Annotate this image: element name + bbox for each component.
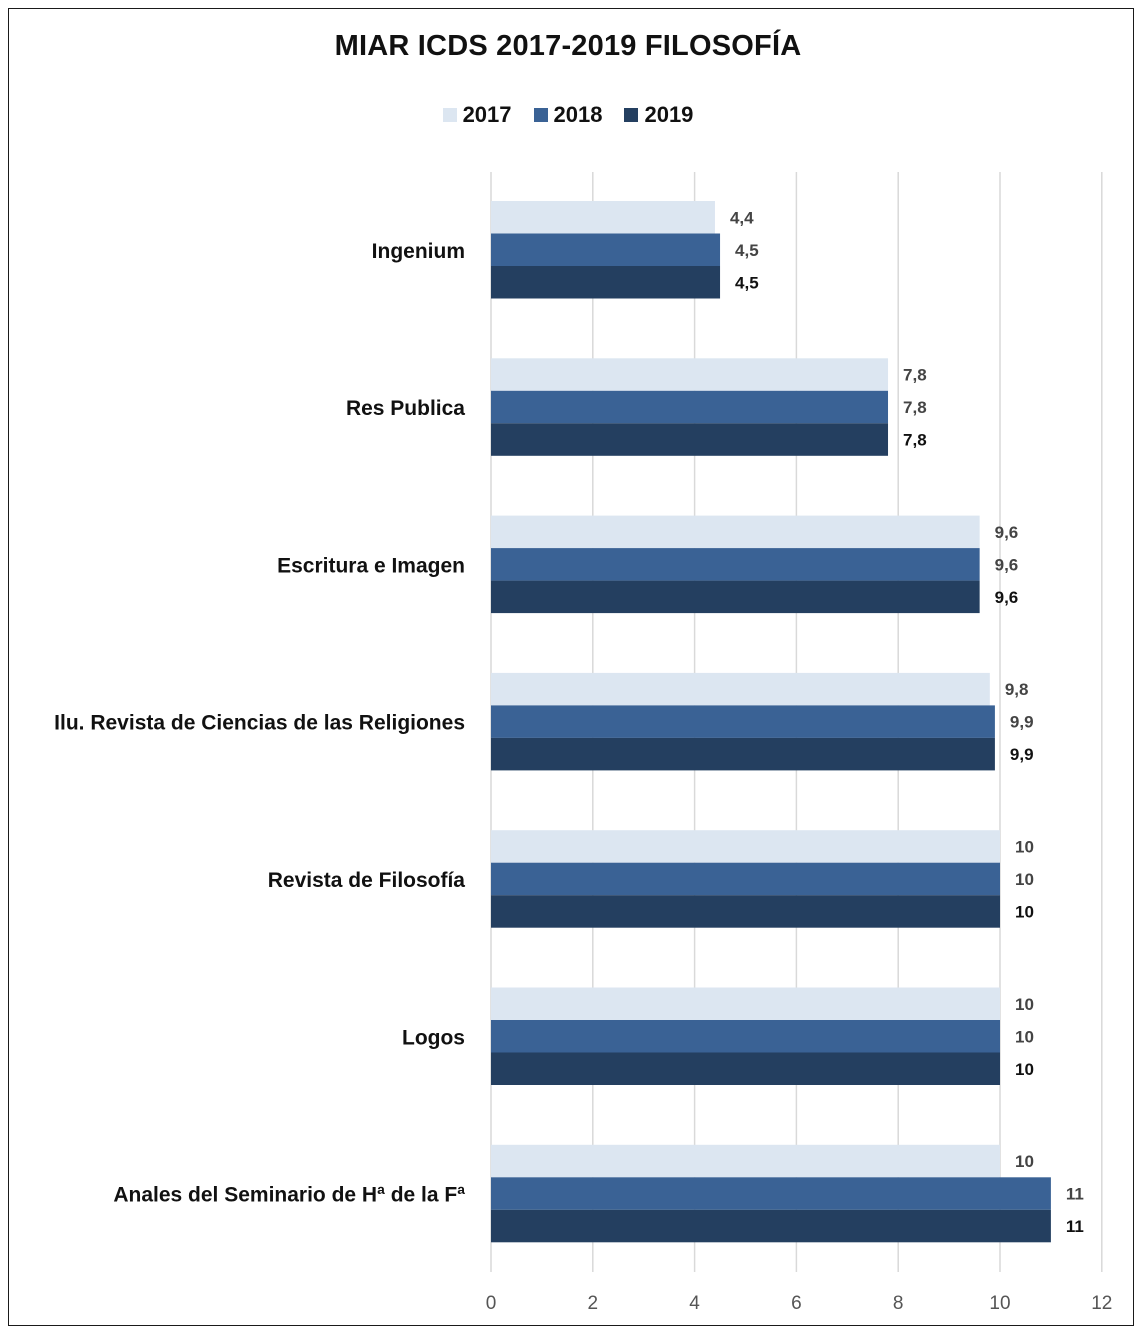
category-label: Res Publica [346,397,465,420]
bar-2018 [491,233,721,266]
bar-2017 [491,358,889,391]
bar-2019 [491,895,1000,928]
legend-label: 2019 [644,102,694,127]
value-label: 9,9 [1010,713,1034,732]
value-label: 10 [1015,1152,1034,1171]
legend-swatch [442,108,457,122]
value-label: 7,8 [903,431,927,450]
value-label: 10 [1015,1060,1034,1079]
x-tick-label: 0 [486,1293,497,1314]
x-tick-label: 8 [893,1293,904,1314]
bar-2019 [491,423,889,456]
legend-item-2018: 2018 [533,102,603,128]
value-label: 9,6 [995,555,1019,574]
x-tick-label: 4 [689,1293,700,1314]
bar-2019 [491,737,995,771]
bar-2017 [491,1144,1000,1178]
legend-label: 2017 [462,102,512,127]
value-label: 4,5 [735,241,759,260]
bar-2018 [491,705,995,738]
chart-title: MIAR ICDS 2017-2019 FILOSOFÍA [334,30,802,62]
bar-2018 [491,1177,1051,1210]
bar-2017 [491,201,715,234]
value-label: 7,8 [903,366,927,385]
value-label: 7,8 [903,398,927,417]
value-label: 4,5 [735,273,759,292]
bar-2017 [491,830,1000,863]
legend-swatch [624,108,639,122]
value-label: 11 [1066,1185,1084,1204]
value-label: 10 [1015,870,1034,889]
x-tick-label: 10 [989,1293,1010,1314]
bar-2019 [491,1209,1051,1243]
value-label: 10 [1015,902,1034,921]
legend-item-2017: 2017 [442,102,512,128]
bar-2019 [491,1052,1000,1085]
bar-2018 [491,862,1000,896]
value-label: 10 [1015,837,1034,856]
bar-2017 [491,515,980,549]
value-label: 9,8 [1005,680,1029,699]
category-label: Escritura e Imagen [277,554,465,577]
bar-2017 [491,672,990,706]
bar-2019 [491,580,980,614]
x-tick-label: 2 [588,1293,599,1314]
bar-2018 [491,390,889,424]
value-label: 9,9 [1010,745,1034,764]
bar-2018 [491,548,980,581]
legend-swatch [533,108,548,122]
x-tick-label: 12 [1091,1293,1112,1314]
value-label: 9,6 [995,588,1019,607]
category-label: Logos [402,1026,465,1049]
category-label: Ilu. Revista de Ciencias de las Religion… [54,712,465,735]
legend-label: 2018 [553,102,603,127]
value-label: 4,4 [730,208,754,227]
value-label: 10 [1015,1027,1034,1046]
chart-legend: 2017 2018 2019 [0,102,1136,128]
category-label: Ingenium [372,240,465,263]
bar-2019 [491,266,721,299]
x-tick-label: 6 [791,1293,802,1314]
value-label: 9,6 [995,523,1019,542]
bar-2017 [491,987,1000,1020]
value-label: 10 [1015,995,1034,1014]
category-label: Anales del Seminario de Hª de la Fª [113,1184,465,1207]
category-label: Revista de Filosofía [268,869,466,892]
value-label: 11 [1066,1217,1084,1236]
legend-item-2019: 2019 [624,102,693,128]
bar-2018 [491,1020,1000,1053]
